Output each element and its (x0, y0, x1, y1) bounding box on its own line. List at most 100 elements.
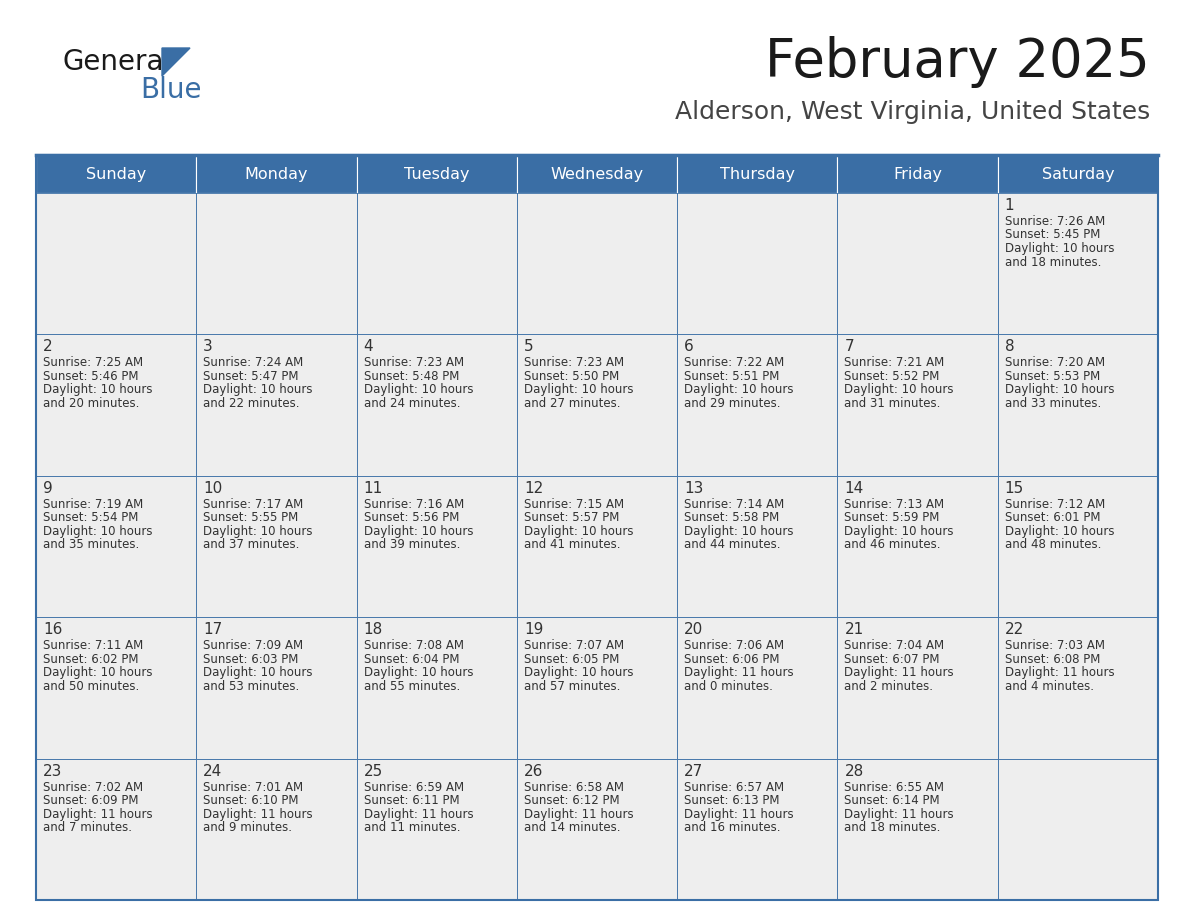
Text: Daylight: 10 hours: Daylight: 10 hours (845, 525, 954, 538)
Text: Sunset: 6:03 PM: Sunset: 6:03 PM (203, 653, 298, 666)
Text: Daylight: 11 hours: Daylight: 11 hours (43, 808, 152, 821)
Text: Sunrise: 7:06 AM: Sunrise: 7:06 AM (684, 639, 784, 652)
Text: and 31 minutes.: and 31 minutes. (845, 397, 941, 410)
Text: Sunrise: 7:19 AM: Sunrise: 7:19 AM (43, 498, 144, 510)
Bar (838, 193, 998, 334)
Bar (998, 193, 1158, 334)
Text: Daylight: 11 hours: Daylight: 11 hours (1005, 666, 1114, 679)
Text: and 29 minutes.: and 29 minutes. (684, 397, 781, 410)
Text: Saturday: Saturday (1042, 166, 1114, 182)
Text: 9: 9 (43, 481, 52, 496)
Text: and 18 minutes.: and 18 minutes. (1005, 255, 1101, 268)
Bar (998, 617, 1158, 758)
Bar (36, 334, 196, 476)
Text: Sunrise: 7:04 AM: Sunrise: 7:04 AM (845, 639, 944, 652)
Bar (998, 155, 1158, 193)
Text: Daylight: 11 hours: Daylight: 11 hours (524, 808, 633, 821)
Text: Sunset: 6:04 PM: Sunset: 6:04 PM (364, 653, 459, 666)
Text: Sunrise: 7:16 AM: Sunrise: 7:16 AM (364, 498, 463, 510)
Text: 14: 14 (845, 481, 864, 496)
Bar (677, 155, 838, 193)
Text: 13: 13 (684, 481, 703, 496)
Text: and 41 minutes.: and 41 minutes. (524, 538, 620, 552)
Text: General: General (62, 48, 171, 76)
Bar (36, 617, 196, 758)
Bar (196, 334, 356, 476)
Bar (196, 617, 356, 758)
Text: Sunrise: 7:12 AM: Sunrise: 7:12 AM (1005, 498, 1105, 510)
Polygon shape (162, 48, 190, 76)
Text: Wednesday: Wednesday (550, 166, 644, 182)
Bar (36, 476, 196, 617)
Bar (196, 155, 356, 193)
Bar (36, 155, 196, 193)
Bar (517, 155, 677, 193)
Text: Daylight: 10 hours: Daylight: 10 hours (684, 384, 794, 397)
Text: 4: 4 (364, 340, 373, 354)
Text: Sunset: 5:50 PM: Sunset: 5:50 PM (524, 370, 619, 383)
Text: Sunrise: 6:59 AM: Sunrise: 6:59 AM (364, 780, 463, 793)
Text: Sunset: 6:14 PM: Sunset: 6:14 PM (845, 794, 940, 807)
Text: Friday: Friday (893, 166, 942, 182)
Text: and 44 minutes.: and 44 minutes. (684, 538, 781, 552)
Text: Sunset: 5:55 PM: Sunset: 5:55 PM (203, 511, 298, 524)
Text: Daylight: 10 hours: Daylight: 10 hours (203, 525, 312, 538)
Text: 10: 10 (203, 481, 222, 496)
Text: Sunset: 6:10 PM: Sunset: 6:10 PM (203, 794, 299, 807)
Text: Sunset: 5:58 PM: Sunset: 5:58 PM (684, 511, 779, 524)
Text: Daylight: 11 hours: Daylight: 11 hours (845, 808, 954, 821)
Text: 19: 19 (524, 622, 543, 637)
Text: Sunrise: 7:08 AM: Sunrise: 7:08 AM (364, 639, 463, 652)
Text: and 0 minutes.: and 0 minutes. (684, 679, 773, 693)
Text: 3: 3 (203, 340, 213, 354)
Text: 11: 11 (364, 481, 383, 496)
Bar (356, 334, 517, 476)
Text: Sunrise: 7:02 AM: Sunrise: 7:02 AM (43, 780, 143, 793)
Text: 20: 20 (684, 622, 703, 637)
Bar (838, 617, 998, 758)
Bar (517, 334, 677, 476)
Text: Sunset: 6:13 PM: Sunset: 6:13 PM (684, 794, 779, 807)
Text: Sunrise: 7:25 AM: Sunrise: 7:25 AM (43, 356, 143, 369)
Text: Sunrise: 7:26 AM: Sunrise: 7:26 AM (1005, 215, 1105, 228)
Text: Sunrise: 6:57 AM: Sunrise: 6:57 AM (684, 780, 784, 793)
Text: Sunset: 5:59 PM: Sunset: 5:59 PM (845, 511, 940, 524)
Text: Daylight: 10 hours: Daylight: 10 hours (203, 666, 312, 679)
Text: 21: 21 (845, 622, 864, 637)
Text: Sunrise: 7:23 AM: Sunrise: 7:23 AM (364, 356, 463, 369)
Bar (356, 193, 517, 334)
Text: Tuesday: Tuesday (404, 166, 469, 182)
Text: 2: 2 (43, 340, 52, 354)
Text: and 9 minutes.: and 9 minutes. (203, 821, 292, 834)
Text: Sunset: 5:47 PM: Sunset: 5:47 PM (203, 370, 299, 383)
Text: Sunrise: 7:21 AM: Sunrise: 7:21 AM (845, 356, 944, 369)
Text: Sunrise: 7:11 AM: Sunrise: 7:11 AM (43, 639, 144, 652)
Text: Sunset: 5:52 PM: Sunset: 5:52 PM (845, 370, 940, 383)
Text: Sunset: 6:08 PM: Sunset: 6:08 PM (1005, 653, 1100, 666)
Text: Sunrise: 7:14 AM: Sunrise: 7:14 AM (684, 498, 784, 510)
Text: 22: 22 (1005, 622, 1024, 637)
Text: Sunset: 6:01 PM: Sunset: 6:01 PM (1005, 511, 1100, 524)
Text: 24: 24 (203, 764, 222, 778)
Text: Daylight: 10 hours: Daylight: 10 hours (43, 525, 152, 538)
Text: Sunday: Sunday (86, 166, 146, 182)
Text: and 2 minutes.: and 2 minutes. (845, 679, 934, 693)
Text: Sunrise: 7:09 AM: Sunrise: 7:09 AM (203, 639, 303, 652)
Text: Daylight: 10 hours: Daylight: 10 hours (43, 384, 152, 397)
Text: Daylight: 10 hours: Daylight: 10 hours (524, 384, 633, 397)
Text: and 46 minutes.: and 46 minutes. (845, 538, 941, 552)
Text: 28: 28 (845, 764, 864, 778)
Bar (677, 334, 838, 476)
Text: Daylight: 10 hours: Daylight: 10 hours (43, 666, 152, 679)
Text: and 7 minutes.: and 7 minutes. (43, 821, 132, 834)
Text: Daylight: 11 hours: Daylight: 11 hours (364, 808, 473, 821)
Text: 12: 12 (524, 481, 543, 496)
Text: and 16 minutes.: and 16 minutes. (684, 821, 781, 834)
Text: Sunrise: 7:03 AM: Sunrise: 7:03 AM (1005, 639, 1105, 652)
Bar (517, 193, 677, 334)
Text: and 50 minutes.: and 50 minutes. (43, 679, 139, 693)
Text: Sunset: 5:45 PM: Sunset: 5:45 PM (1005, 229, 1100, 241)
Text: Sunrise: 6:58 AM: Sunrise: 6:58 AM (524, 780, 624, 793)
Text: Daylight: 10 hours: Daylight: 10 hours (524, 666, 633, 679)
Text: and 20 minutes.: and 20 minutes. (43, 397, 139, 410)
